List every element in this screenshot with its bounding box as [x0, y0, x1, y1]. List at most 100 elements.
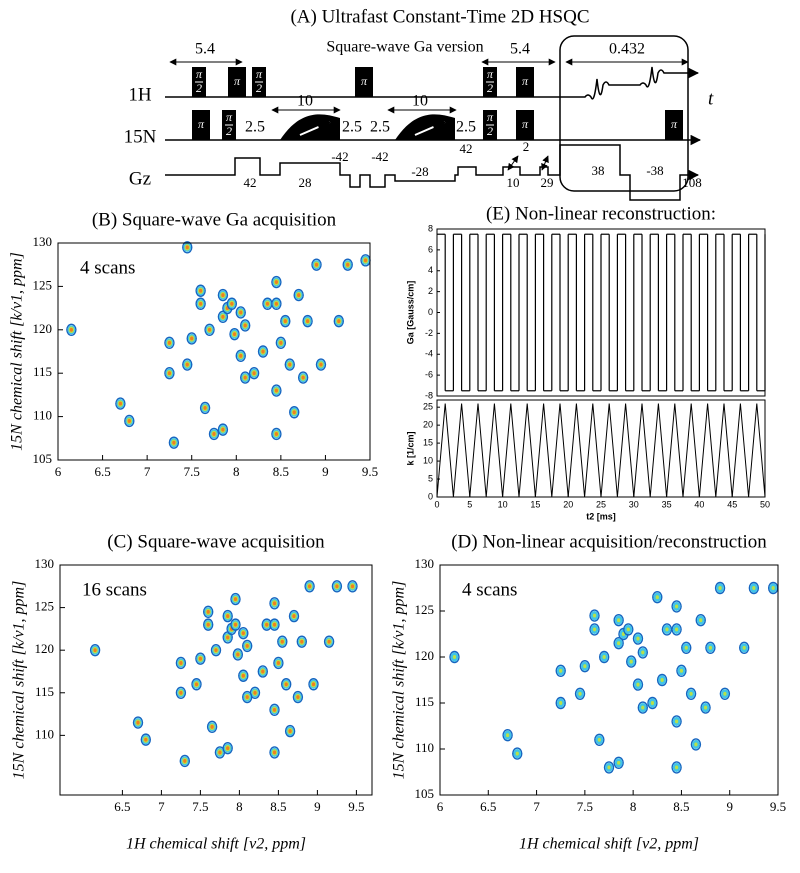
x-tick-label: 9.5 — [348, 799, 364, 814]
peak — [603, 761, 615, 774]
contour-level — [293, 288, 304, 302]
y-tick-label: 6 — [428, 244, 433, 254]
y-tick-label: 10 — [423, 455, 433, 465]
contour-level — [714, 581, 726, 595]
contour-level — [296, 635, 307, 648]
peak — [360, 254, 371, 267]
channel-label: 15N — [124, 126, 157, 147]
contour-level — [671, 715, 682, 728]
contour-level — [690, 738, 702, 751]
peak — [195, 297, 206, 310]
y-tick-label: -2 — [425, 328, 433, 338]
contour-level — [195, 652, 206, 665]
y-tick-label: 125 — [415, 602, 435, 617]
x-tick-label: 20 — [563, 499, 573, 509]
contour-level — [241, 673, 245, 678]
peak — [331, 580, 343, 593]
contour-level — [277, 635, 288, 648]
contour-level — [272, 601, 277, 606]
peak — [315, 358, 327, 371]
contour-level — [195, 284, 206, 297]
y-tick-label: 125 — [35, 599, 55, 614]
contour-level — [629, 659, 633, 664]
peak — [206, 720, 218, 734]
y-axis-label: 15N chemical shift [k/ν1, ppm] — [391, 581, 408, 780]
contour-level — [253, 690, 257, 695]
chirp-arrow — [299, 120, 332, 136]
x-tick-label: 6 — [437, 799, 444, 814]
axes-frame — [59, 564, 373, 796]
y-tick-label: 130 — [415, 556, 435, 571]
contour-level — [302, 314, 313, 328]
contour-level — [652, 591, 663, 604]
contour-level — [206, 609, 210, 614]
contour-level — [167, 340, 172, 345]
contour-level — [297, 371, 309, 384]
y-tick-label: 8 — [428, 223, 433, 233]
y-tick-label: 15 — [423, 437, 433, 447]
contour-level — [272, 750, 277, 755]
peak — [739, 641, 750, 654]
delay-label: 0.432 — [609, 41, 645, 58]
contour-level — [589, 623, 600, 636]
peak — [296, 635, 307, 648]
contour-level — [182, 358, 193, 371]
spacing: 2.5 — [370, 119, 390, 136]
contour-level — [742, 645, 746, 650]
contour-level — [452, 655, 457, 659]
contour-level — [676, 664, 687, 677]
peak — [613, 614, 624, 627]
contour-level — [217, 423, 229, 436]
peak — [589, 623, 600, 636]
contour-level — [185, 245, 189, 250]
contour-level — [335, 584, 339, 589]
chirp-pulse — [280, 114, 340, 140]
peak — [589, 609, 600, 622]
x-tick-label: 9 — [322, 464, 329, 479]
peak — [66, 323, 77, 336]
contour-level — [226, 614, 230, 619]
pulse-label: π — [196, 67, 203, 81]
contour-level — [214, 648, 218, 653]
contour-level — [127, 418, 131, 423]
y-tick-label: 120 — [33, 321, 53, 336]
contour-level — [245, 695, 249, 699]
contour-level — [274, 432, 279, 436]
contour-level — [182, 241, 193, 254]
contour-level — [284, 358, 295, 371]
contour-level — [257, 345, 269, 358]
peak — [208, 427, 220, 441]
contour-level — [273, 656, 284, 670]
contour-level — [252, 371, 256, 376]
contour-level — [269, 618, 280, 631]
gradient-label: 38 — [592, 163, 605, 178]
contour-level — [314, 262, 319, 267]
contour-level — [674, 604, 679, 609]
x-tick-label: 15 — [530, 499, 540, 509]
contour-level — [175, 686, 187, 699]
y-axis-label: Ga [Gauss/cm] — [405, 281, 415, 345]
contour-level — [164, 336, 175, 350]
contour-level — [144, 737, 148, 742]
peak — [579, 660, 591, 673]
peak — [164, 336, 175, 350]
gradient-label: 2 — [523, 139, 530, 154]
contour-level — [292, 690, 304, 704]
gradient-label: 108 — [682, 175, 702, 190]
contour-level — [226, 746, 230, 751]
contour-level — [748, 581, 760, 595]
pi-pulse — [228, 67, 246, 97]
peak — [124, 414, 135, 428]
contour-level — [684, 645, 688, 650]
peak — [175, 656, 187, 670]
spacing: 2.5 — [245, 119, 265, 136]
pulse-label: 2 — [226, 124, 232, 138]
axes-frame — [57, 242, 371, 461]
y-tick-label: 120 — [415, 648, 435, 663]
gradient-label: -42 — [371, 149, 388, 164]
peak — [333, 314, 344, 328]
contour-level — [272, 707, 277, 712]
peak — [714, 581, 726, 595]
contour-level — [636, 636, 640, 641]
